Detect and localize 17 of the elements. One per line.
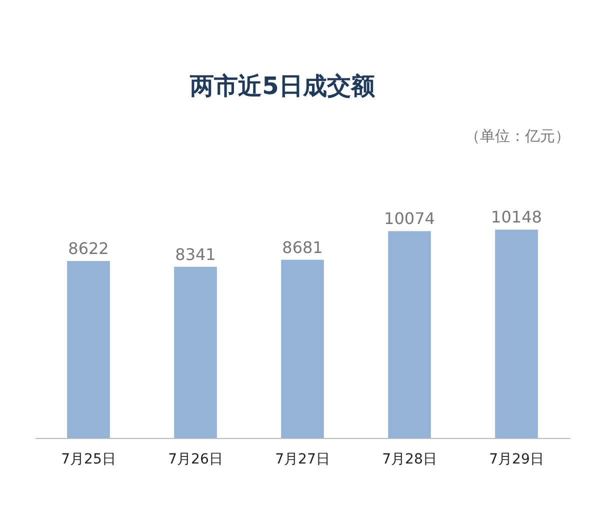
- x-tick-label: 7月28日: [382, 452, 437, 468]
- x-tick-label: 7月25日: [61, 452, 116, 468]
- text: （单位：亿元）: [465, 127, 570, 145]
- data-label: 10074: [384, 209, 435, 228]
- bar: [67, 260, 110, 438]
- bar: [495, 230, 538, 438]
- data-label: 8341: [175, 244, 216, 264]
- chart-title: 两市近5日成交额: [189, 72, 376, 100]
- x-tick-label: 7月27日: [275, 452, 330, 468]
- x-tick-label: 7月29日: [489, 452, 544, 468]
- data-label: 8622: [68, 238, 109, 258]
- bar: [174, 266, 217, 438]
- bar: [388, 231, 431, 438]
- data-label: 10148: [491, 208, 542, 227]
- x-tick-label: 7月26日: [168, 452, 223, 468]
- bar: [281, 260, 324, 438]
- data-label: 8681: [282, 238, 323, 257]
